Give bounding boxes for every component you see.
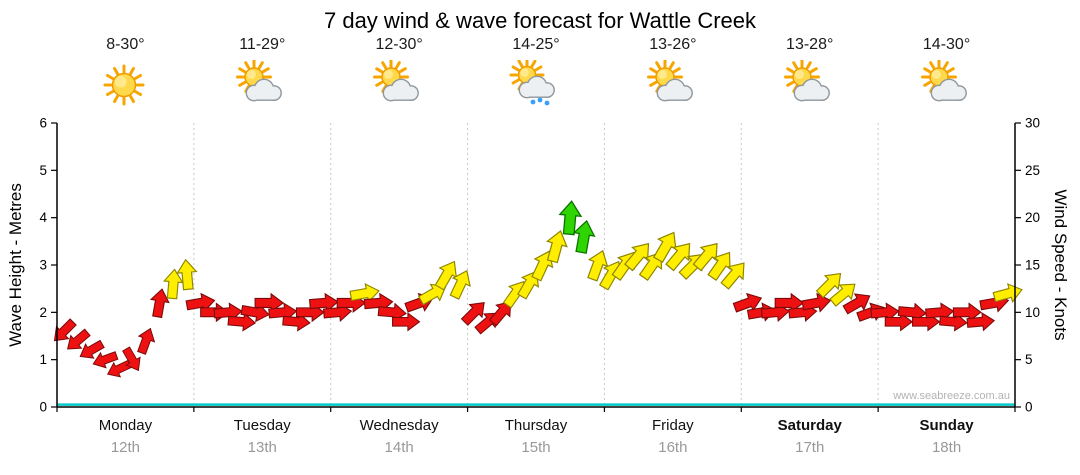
wind-arrow [966, 312, 996, 332]
weather-icon [604, 60, 741, 116]
day-name: Wednesday [359, 417, 439, 434]
day-name: Tuesday [233, 417, 291, 434]
temp-label: 11-29° [239, 36, 286, 53]
weather-icons-row [57, 60, 1015, 116]
chart-title: 7 day wind & wave forecast for Wattle Cr… [323, 8, 757, 33]
left-tick-label: 4 [39, 210, 47, 225]
wind-arrow [488, 301, 512, 327]
wind-arrow [79, 339, 105, 359]
wind-arrow [417, 283, 447, 306]
left-tick-label: 2 [39, 305, 47, 320]
right-tick-label: 15 [1025, 258, 1040, 273]
wind-arrow [815, 272, 842, 299]
wind-arrow [517, 270, 540, 300]
weather-icon [468, 60, 605, 116]
weather-icon [57, 60, 194, 116]
left-tick-label: 3 [39, 258, 47, 273]
day-name: Friday [652, 417, 694, 434]
weather-icon [878, 60, 1015, 116]
right-tick-label: 0 [1025, 400, 1033, 415]
day-date: 16th [658, 439, 688, 456]
wind-arrow [638, 251, 663, 282]
temp-label: 14-25° [512, 36, 560, 53]
wind-arrows [53, 200, 1023, 378]
day-name: Sunday [919, 417, 974, 434]
day-date: 13th [247, 439, 277, 456]
weather-icon [194, 60, 331, 116]
day-date: 12th [110, 439, 141, 456]
wind-arrow [842, 293, 871, 315]
day-name: Monday [98, 417, 153, 434]
right-tick-label: 20 [1025, 210, 1040, 225]
temp-label: 13-26° [649, 36, 697, 53]
day-date: 18th [931, 439, 962, 456]
day-date: 14th [384, 439, 414, 456]
wind-arrow [829, 283, 856, 307]
watermark: www.seabreeze.com.au [893, 390, 1010, 402]
day-name: Thursday [504, 417, 568, 434]
day-date: 15th [521, 439, 551, 456]
wind-arrow [176, 258, 198, 291]
left-tick-label: 5 [39, 163, 47, 178]
right-tick-label: 5 [1025, 352, 1033, 367]
left-tick-label: 0 [39, 400, 47, 415]
wind-arrow [460, 301, 485, 326]
wind-arrow [707, 251, 731, 282]
temp-label: 12-30° [375, 36, 423, 53]
wind-arrow [392, 312, 421, 332]
wind-arrow [545, 229, 568, 264]
wind-arrow [66, 328, 91, 350]
wind-arrow [149, 288, 170, 319]
wind-arrow [558, 200, 583, 236]
left-tick-label: 6 [39, 116, 47, 131]
day-name: Saturday [777, 417, 842, 434]
wind-arrow [692, 242, 718, 272]
wind-arrow [122, 346, 141, 372]
right-tick-label: 25 [1025, 163, 1040, 178]
weather-icon [331, 60, 468, 116]
temp-label: 13-28° [786, 36, 834, 53]
right-tick-label: 10 [1025, 305, 1040, 320]
day-date: 17th [795, 439, 825, 456]
wind-arrow [720, 262, 745, 290]
left-tick-label: 1 [39, 352, 47, 367]
weather-icon [741, 60, 878, 116]
wind-arrow [572, 219, 596, 254]
wind-arrow [665, 242, 691, 272]
wind-arrow [92, 351, 119, 369]
wind-arrow [449, 269, 471, 300]
temp-label: 14-30° [922, 36, 971, 53]
temp-label: 8-30° [106, 36, 145, 53]
temps-row: 8-30° 11-29° 12-30° 14-25° 13-26° 13-28°… [57, 36, 1015, 54]
wind-arrow [624, 242, 650, 272]
right-tick-label: 30 [1025, 116, 1040, 131]
wind-arrow [587, 249, 609, 282]
day-labels-row: Monday 12th Tuesday 13th Wednesday 14th … [57, 417, 1015, 456]
wind-arrow [162, 268, 184, 300]
wind-arrow [137, 327, 156, 355]
